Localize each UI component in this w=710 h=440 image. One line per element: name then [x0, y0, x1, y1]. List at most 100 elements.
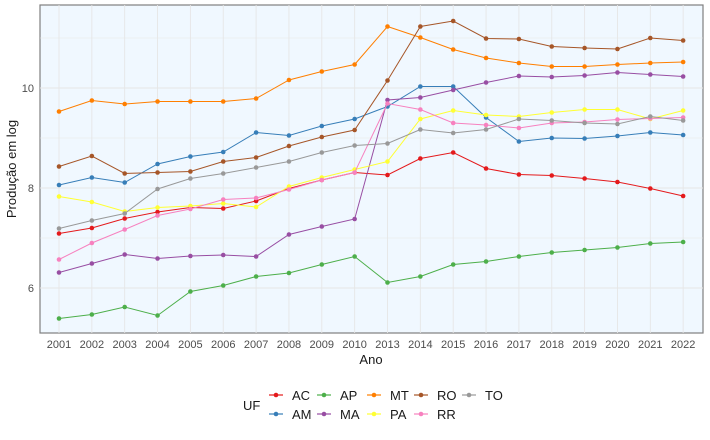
data-point [352, 170, 357, 175]
data-point [220, 201, 226, 206]
data-point [89, 175, 95, 180]
data-point [89, 240, 95, 246]
data-point [549, 250, 555, 255]
data-point [680, 132, 686, 138]
data-point [549, 118, 555, 123]
data-point [352, 62, 357, 67]
data-point [56, 231, 62, 236]
data-point [615, 46, 620, 52]
legend-label: MA [340, 407, 360, 422]
data-point [319, 262, 325, 267]
data-point [56, 226, 62, 231]
data-point [582, 64, 587, 69]
data-point [483, 55, 489, 61]
data-point [155, 256, 160, 261]
series-line [58, 20, 684, 175]
data-point [483, 166, 489, 171]
data-point [615, 121, 620, 127]
legend: UF AC AM AP MA MT PA RO RR TO [243, 388, 503, 422]
data-point [648, 35, 653, 41]
data-point [220, 171, 226, 176]
data-point [319, 150, 325, 155]
data-point [253, 130, 259, 135]
data-point [516, 172, 522, 177]
data-point [56, 316, 62, 321]
data-point [450, 47, 456, 52]
x-tick-label: 2020 [605, 339, 629, 351]
x-tick-label: 2008 [277, 339, 301, 351]
data-point [418, 127, 423, 132]
data-point [385, 172, 390, 178]
data-point [286, 159, 292, 164]
data-point [155, 161, 160, 167]
x-tick-label: 2007 [244, 339, 268, 351]
data-point [286, 187, 292, 192]
data-point [122, 252, 127, 257]
data-point [680, 118, 686, 123]
data-point [89, 261, 95, 266]
data-point [418, 274, 423, 279]
data-point [483, 127, 489, 132]
data-point [188, 206, 193, 212]
data-point [615, 179, 620, 185]
x-tick-label: 2010 [342, 339, 366, 351]
data-point [319, 134, 325, 140]
data-point [122, 211, 127, 216]
data-point [680, 38, 686, 43]
data-point [188, 253, 193, 259]
legend-item-ac: AC [269, 388, 310, 403]
data-point [549, 74, 555, 80]
data-point [418, 107, 423, 112]
data-point [56, 164, 62, 169]
legend-item-ma: MA [317, 407, 360, 422]
legend-item-am: AM [269, 407, 312, 422]
data-point [220, 149, 226, 155]
plot-panel [39, 4, 704, 334]
data-point [483, 80, 489, 85]
data-point [385, 97, 390, 103]
x-tick-label: 2022 [671, 339, 695, 351]
legend-key-point [273, 411, 279, 417]
data-point [615, 62, 620, 67]
data-point [220, 252, 226, 258]
data-point [188, 169, 193, 174]
data-point [483, 259, 489, 264]
data-point [286, 270, 292, 276]
series-ap [56, 239, 686, 321]
data-point [220, 159, 226, 164]
data-point [516, 125, 522, 131]
data-point [89, 312, 95, 317]
data-point [582, 176, 587, 181]
data-point [220, 206, 226, 211]
data-point [286, 232, 292, 237]
data-point [352, 116, 357, 122]
data-point [188, 99, 193, 104]
data-point [220, 99, 226, 104]
x-axis-ticks: 2001 2002 2003 2004 2005 2006 2007 2008 2009 2010… [47, 339, 696, 351]
x-tick-label: 2014 [408, 339, 432, 351]
data-point [155, 170, 160, 175]
series-line [58, 71, 684, 273]
data-point [155, 99, 160, 104]
legend-key-point [273, 392, 279, 398]
data-point [516, 36, 522, 42]
data-point [418, 35, 423, 40]
data-point [582, 247, 587, 253]
data-point [549, 110, 555, 115]
y-tick-label: 10 [22, 83, 34, 95]
data-point [286, 133, 292, 138]
data-point [680, 239, 686, 245]
x-tick-label: 2015 [441, 339, 465, 351]
legend-label: RO [437, 388, 457, 403]
legend-key-point [371, 392, 377, 398]
data-point [319, 224, 325, 229]
data-point [220, 283, 226, 288]
data-point [516, 139, 522, 144]
legend-item-mt: MT [367, 388, 409, 403]
data-point [582, 45, 587, 51]
data-point [516, 60, 522, 66]
data-point [483, 112, 489, 118]
data-point [89, 153, 95, 159]
data-point [418, 116, 423, 122]
